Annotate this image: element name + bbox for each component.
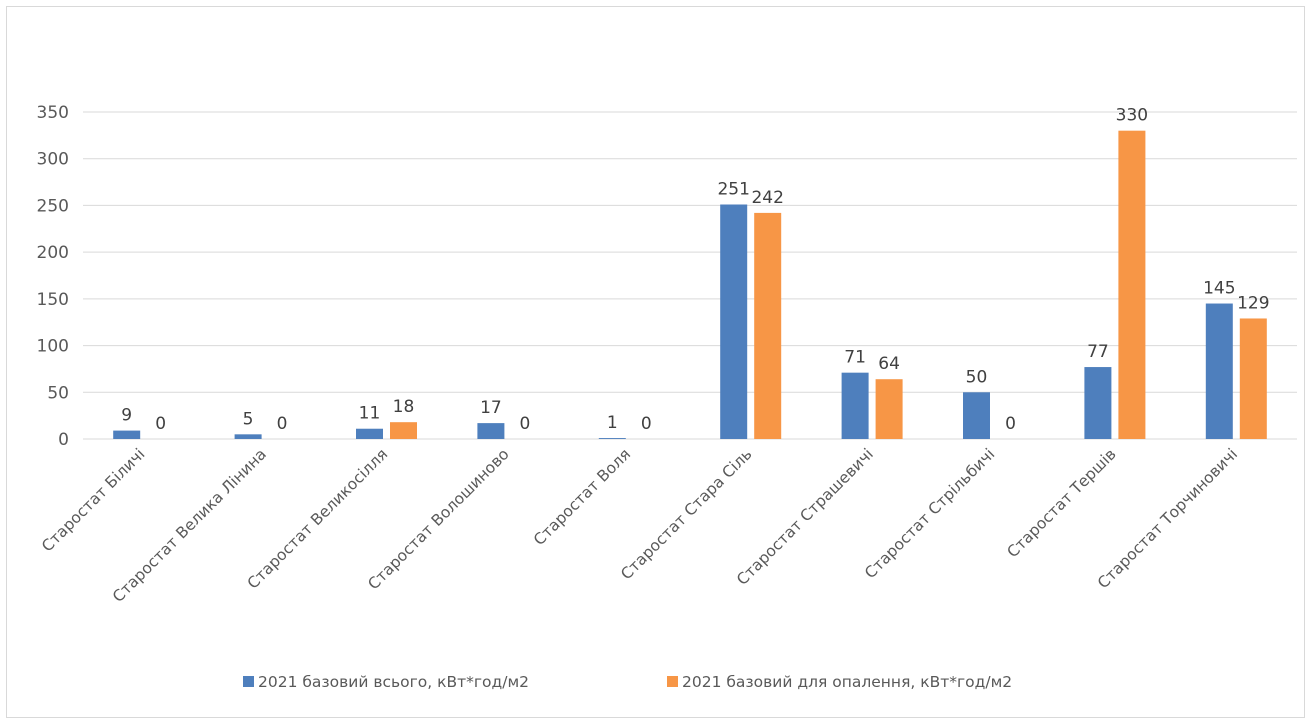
data-label: 0 bbox=[1005, 414, 1016, 434]
bar-heating bbox=[390, 422, 417, 439]
bar-heating bbox=[1239, 318, 1267, 439]
legend-swatch bbox=[243, 676, 254, 687]
bar-heating bbox=[875, 379, 903, 439]
data-label: 145 bbox=[1203, 279, 1235, 299]
bar-total bbox=[1205, 303, 1233, 439]
y-tick-label: 100 bbox=[37, 337, 69, 357]
bar-total bbox=[113, 430, 141, 439]
data-label: 1 bbox=[607, 413, 618, 433]
legend-label: 2021 базовий для опалення, кВт*год/м2 bbox=[682, 673, 1012, 691]
bar-total bbox=[598, 438, 626, 439]
x-category-label: Старостат Стрільбичі bbox=[861, 445, 998, 582]
bars bbox=[113, 130, 1267, 439]
x-category-label: Старостат Волошиново bbox=[364, 445, 512, 593]
bar-total bbox=[720, 204, 748, 439]
data-label: 129 bbox=[1237, 293, 1269, 313]
data-label: 9 bbox=[121, 406, 132, 426]
y-axis-ticks: 0 50 100 150 200 250 300 350 bbox=[37, 103, 69, 450]
legend: 2021 базовий всього, кВт*год/м2 2021 базо… bbox=[243, 673, 1012, 691]
data-label: 0 bbox=[277, 414, 288, 434]
data-label: 11 bbox=[359, 404, 381, 424]
y-tick-label: 50 bbox=[47, 383, 69, 403]
data-label: 77 bbox=[1087, 342, 1109, 362]
y-tick-label: 0 bbox=[58, 430, 69, 450]
data-label: 251 bbox=[717, 179, 749, 199]
bar-total bbox=[841, 372, 869, 439]
data-label: 330 bbox=[1116, 106, 1148, 126]
data-label: 18 bbox=[393, 397, 415, 417]
x-category-label: Старостат Стара Сіль bbox=[617, 445, 755, 583]
x-category-label: Старостат Торчиновичі bbox=[1094, 445, 1241, 592]
legend-label: 2021 базовий всього, кВт*год/м2 bbox=[258, 673, 529, 691]
x-category-label: Старостат Біличі bbox=[38, 445, 148, 555]
chart-frame: 0 50 100 150 200 250 300 350 9 0 5 0 11 18 17 0 1 0 251 24… bbox=[6, 6, 1305, 718]
data-label: 0 bbox=[519, 414, 530, 434]
y-tick-label: 200 bbox=[37, 243, 69, 263]
data-label: 71 bbox=[844, 348, 866, 368]
y-tick-label: 250 bbox=[37, 196, 69, 216]
gridlines bbox=[83, 111, 1297, 440]
y-tick-label: 150 bbox=[37, 290, 69, 310]
data-label: 64 bbox=[878, 354, 900, 374]
bar-total bbox=[1084, 367, 1112, 439]
data-label: 50 bbox=[966, 367, 988, 387]
legend-swatch bbox=[667, 676, 678, 687]
bar-total bbox=[477, 423, 505, 439]
x-category-label: Старостат Воля bbox=[530, 445, 634, 549]
bar-total bbox=[234, 434, 262, 439]
bar-total bbox=[963, 392, 990, 439]
bar-heating bbox=[754, 212, 782, 439]
x-category-label: Старостат Великосілля bbox=[244, 445, 392, 593]
data-label: 17 bbox=[480, 398, 502, 418]
data-label: 5 bbox=[243, 409, 254, 429]
bar-heating bbox=[1118, 130, 1146, 439]
data-label: 0 bbox=[155, 414, 166, 434]
bar-total bbox=[356, 428, 383, 439]
y-tick-label: 300 bbox=[37, 150, 69, 170]
data-label: 0 bbox=[641, 414, 652, 434]
x-category-label: Старостат Тершів bbox=[1004, 445, 1120, 561]
data-label: 242 bbox=[751, 188, 783, 208]
x-category-label: Старостат Страшевичі bbox=[733, 445, 877, 589]
y-tick-label: 350 bbox=[37, 103, 69, 123]
